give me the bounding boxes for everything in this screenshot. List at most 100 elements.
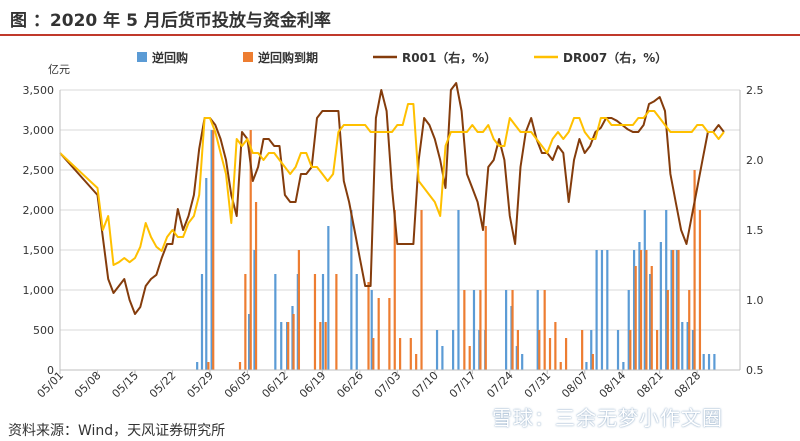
bar-repo-maturity [698,210,702,370]
bar-reverse-repo [253,250,256,370]
x-tick-label: 06/05 [222,369,254,401]
left-tick-label: 2,500 [23,164,55,177]
bar-repo-maturity [292,314,295,370]
bar-reverse-repo [659,242,662,370]
bar-repo-maturity [581,330,584,370]
left-tick-label: 3,500 [23,84,55,97]
bar-repo-maturity [591,354,594,370]
bar-reverse-repo [321,274,325,370]
bar-repo-maturity [629,330,632,370]
bar-reverse-repo [327,226,330,370]
bar-repo-maturity [677,250,680,370]
bar-repo-maturity [463,290,466,370]
bar-reverse-repo [675,250,679,370]
bar-reverse-repo [472,290,476,370]
legend-swatch-repo-maturity [243,52,253,62]
bar-reverse-repo [616,330,620,370]
bar-reverse-repo [627,290,630,370]
bar-repo-maturity [645,250,648,370]
legend-swatch-reverse-repo [137,52,147,62]
bar-reverse-repo [707,354,711,370]
bar-reverse-repo [274,274,277,370]
bar-repo-maturity [688,290,691,370]
right-tick-label: 2.5 [746,84,764,97]
lines [59,82,725,315]
right-tick-label: 0.5 [746,364,764,377]
bar-repo-maturity [554,322,557,370]
bar-repo-maturity [479,290,482,370]
bar-repo-maturity [548,338,552,370]
x-tick-label: 08/21 [634,369,666,401]
x-tick-label: 05/15 [109,369,141,401]
x-tick-label: 08/07 [559,369,591,401]
legend-label: 逆回购 [152,50,188,65]
bar-repo-maturity [287,322,290,370]
x-tick-label: 07/10 [409,369,441,401]
bar-repo-maturity [393,210,396,370]
bar-reverse-repo [595,250,598,370]
x-tick-label: 06/12 [259,369,291,401]
bar-reverse-repo [686,322,689,370]
bar-reverse-repo [536,290,539,370]
right-tick-label: 1.0 [746,294,764,307]
bar-reverse-repo [196,362,199,370]
bar-reverse-repo [457,210,460,370]
x-tick-label: 07/17 [447,369,479,401]
line-dr007 [59,103,725,266]
bar-reverse-repo [681,322,684,370]
bar-reverse-repo [248,314,251,370]
bar-reverse-repo [205,178,208,370]
bar-reverse-repo [649,274,652,370]
bar-repo-maturity [543,290,546,370]
right-tick-label: 2.0 [746,154,764,167]
bar-reverse-repo [600,250,604,370]
bar-repo-maturity [207,362,210,370]
bar-repo-maturity [511,290,514,370]
bar-repo-maturity [409,338,412,370]
bar-reverse-repo [210,130,213,370]
x-tick-label: 05/22 [147,369,179,401]
right-tick-label: 1.5 [746,224,764,237]
bar-repo-maturity [319,322,322,370]
bar-reverse-repo [280,322,283,370]
bar-reverse-repo [606,250,609,370]
x-tick-label: 05/08 [72,369,104,401]
bar-repo-maturity [415,354,418,370]
x-tick-label: 08/28 [672,369,704,401]
legend-label: DR007（右，%） [563,50,667,65]
bars [196,130,716,370]
bar-reverse-repo [435,330,439,370]
left-tick-label: 2,000 [23,204,55,217]
bar-reverse-repo [355,274,358,370]
x-tick-label: 07/03 [372,369,404,401]
bar-repo-maturity [693,170,696,370]
bar-reverse-repo [713,354,716,370]
bar-repo-maturity [634,266,637,370]
line-r001 [59,82,725,315]
x-tick-label: 08/14 [597,369,629,401]
bar-repo-maturity [388,298,391,370]
title-bar: 图 ：2020 年 5 月后货币投放与资金利率 [0,0,800,36]
bar-reverse-repo [691,330,695,370]
bar-repo-maturity [420,210,423,370]
bar-repo-maturity [538,330,541,370]
bar-repo-maturity [377,298,380,370]
bar-repo-maturity [254,202,258,370]
left-tick-label: 3,000 [23,124,55,137]
legend-label: 逆回购到期 [258,50,318,65]
bar-repo-maturity [484,226,487,370]
watermark: 雪球：三余无梦小作文圈 [492,406,723,430]
bar-reverse-repo [665,210,668,370]
bar-repo-maturity [244,274,247,370]
bar-repo-maturity [367,282,370,370]
bar-reverse-repo [350,210,353,370]
bar-reverse-repo [370,290,373,370]
bar-reverse-repo [521,354,524,370]
x-tick-label: 07/24 [484,369,516,401]
x-tick-label: 05/29 [184,369,216,401]
bar-reverse-repo [670,250,673,370]
left-tick-label: 1,500 [23,244,55,257]
x-tick-label: 06/26 [334,369,366,401]
bar-reverse-repo [505,290,508,370]
bar-reverse-repo [200,274,204,370]
